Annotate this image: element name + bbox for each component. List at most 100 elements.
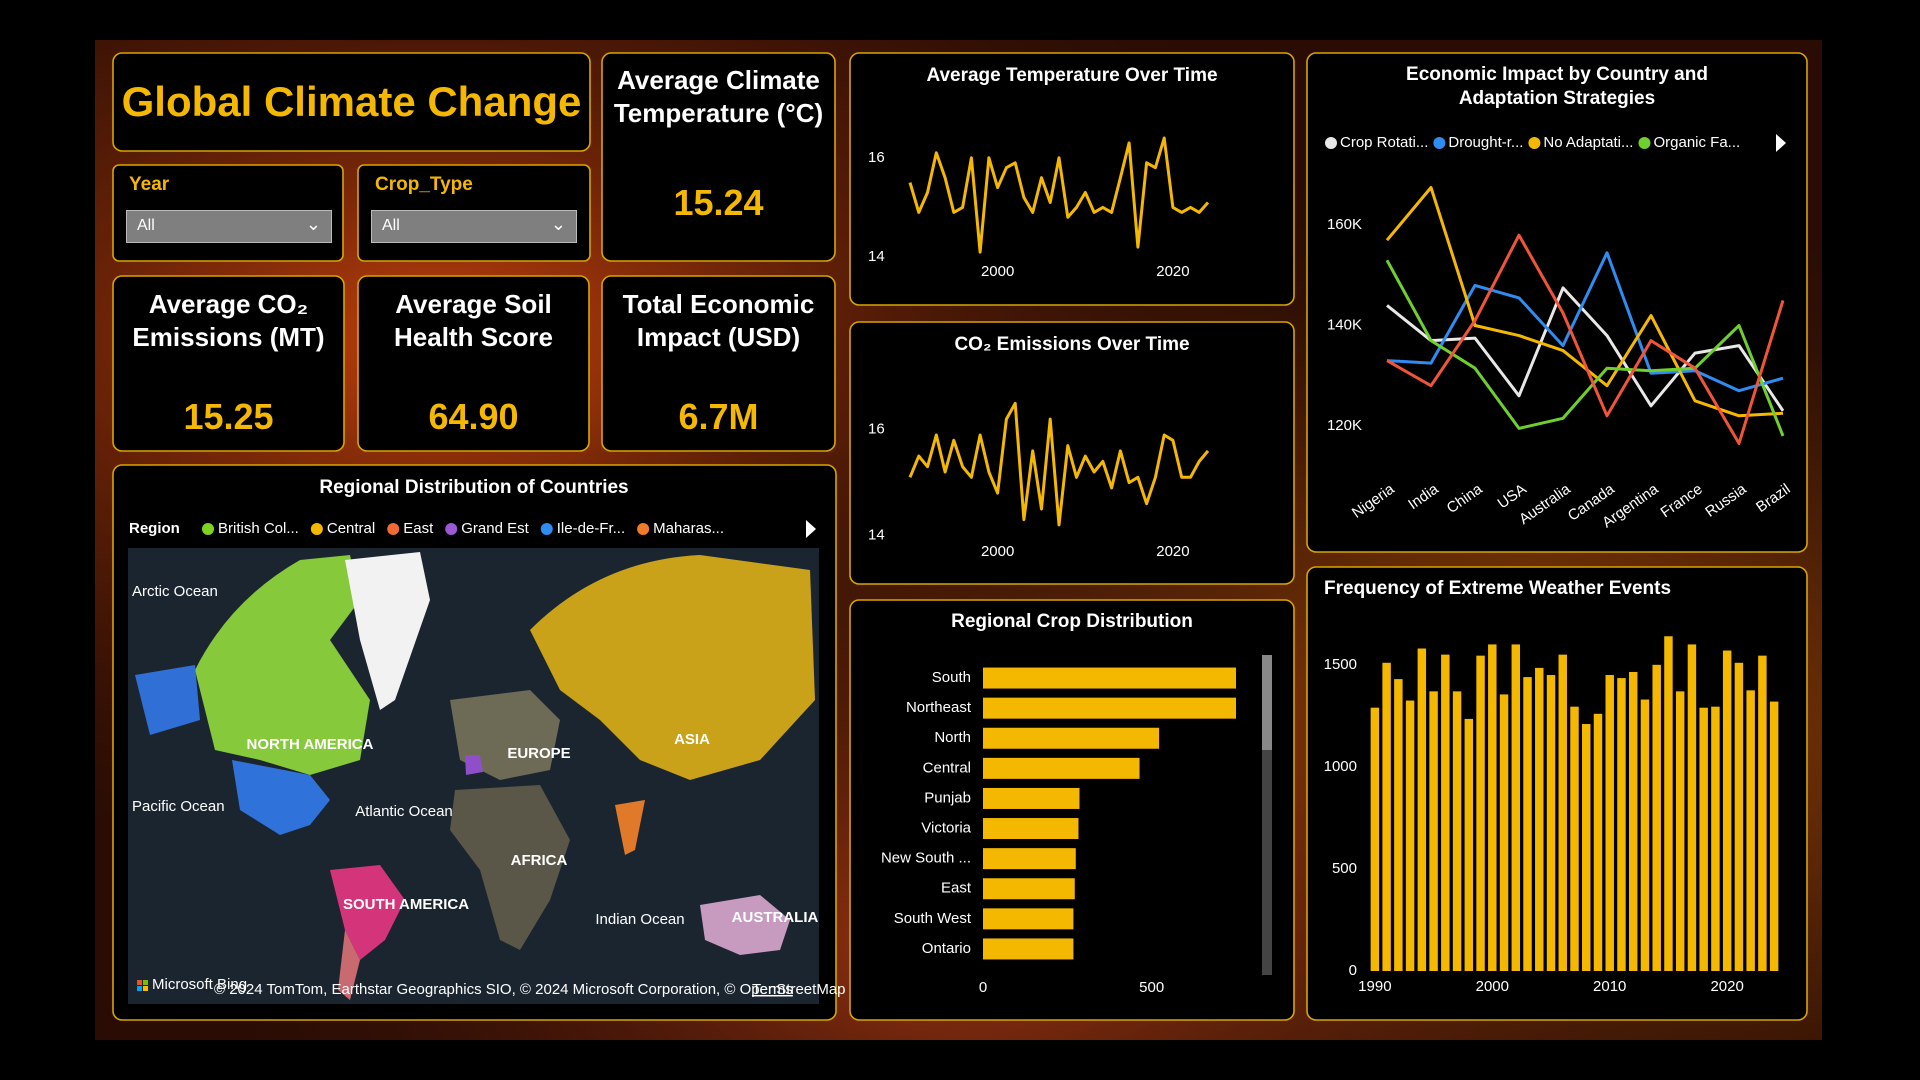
legend-marker xyxy=(1638,137,1651,149)
bar xyxy=(983,697,1237,719)
bar xyxy=(983,908,1074,930)
y-tick-label: South West xyxy=(894,910,972,927)
bar xyxy=(1711,706,1720,971)
map-label: AUSTRALIA xyxy=(732,909,819,926)
scrollbar-thumb[interactable] xyxy=(1262,655,1272,750)
line-series xyxy=(1386,233,1785,445)
y-tick-label: 140K xyxy=(1327,316,1362,333)
bar xyxy=(1687,644,1697,971)
y-tick-label: Northeast xyxy=(906,699,972,716)
chart-panel xyxy=(849,321,1295,585)
bar xyxy=(1617,678,1626,971)
bar xyxy=(983,878,1075,900)
slicer-label: Crop_Type xyxy=(375,174,473,195)
map-region xyxy=(135,665,200,735)
legend-marker xyxy=(1433,137,1446,149)
bar xyxy=(1628,671,1638,971)
legend-label: East xyxy=(403,520,434,537)
card-title: Average CO₂ Emissions (MT) xyxy=(132,289,325,352)
chart-title: CO₂ Emissions Over Time xyxy=(954,334,1189,355)
map-region xyxy=(530,555,815,780)
bar xyxy=(1464,718,1474,971)
bar xyxy=(1476,655,1485,971)
card-title: Average Soil Health Score xyxy=(394,289,553,352)
dropdown[interactable]: All ⌄ xyxy=(371,210,577,243)
legend-marker xyxy=(445,523,458,535)
bar xyxy=(983,818,1079,840)
bar xyxy=(1758,655,1767,971)
dropdown[interactable]: All ⌄ xyxy=(126,210,332,243)
card-panel xyxy=(601,275,836,452)
legend-label: Organic Fa... xyxy=(1653,134,1740,151)
chart-panel xyxy=(849,52,1295,306)
map-label: SOUTH AMERICA xyxy=(343,896,469,913)
y-tick-label: 14 xyxy=(868,526,885,543)
dropdown-value: All xyxy=(137,217,155,234)
y-tick-label: Central xyxy=(923,759,971,776)
dashboard-title: Global Climate Change xyxy=(121,78,582,125)
bar xyxy=(1417,648,1427,971)
chart-panel xyxy=(1306,566,1808,1021)
y-tick-label: New South ... xyxy=(881,850,971,867)
map-title: Regional Distribution of Countries xyxy=(319,477,628,498)
y-tick-label: 16 xyxy=(868,149,885,166)
legend-marker xyxy=(1325,137,1337,149)
y-tick-label: 1500 xyxy=(1324,656,1357,673)
map-region xyxy=(195,555,370,775)
card-value: 64.90 xyxy=(428,396,519,437)
scrollbar-track xyxy=(1262,655,1272,975)
bing-logo xyxy=(137,980,142,985)
legend-label: British Col... xyxy=(218,520,299,537)
card-title: Average Climate Temperature (°C) xyxy=(613,65,824,128)
legend-label: Ile-de-Fr... xyxy=(557,520,625,537)
bar xyxy=(1499,694,1509,971)
bar xyxy=(1605,675,1614,971)
map-label: Indian Ocean xyxy=(595,911,684,928)
y-tick-label: North xyxy=(934,729,971,746)
bar xyxy=(1664,636,1673,971)
legend-marker xyxy=(1528,137,1541,149)
bar xyxy=(983,848,1076,870)
x-tick-label: 1990 xyxy=(1358,978,1391,995)
bar xyxy=(1699,707,1708,971)
y-tick-label: 120K xyxy=(1327,417,1362,434)
legend-label: Maharas... xyxy=(653,520,724,537)
legend-label: Crop Rotati... xyxy=(1340,134,1428,151)
bar xyxy=(1546,675,1556,971)
bar xyxy=(1769,701,1779,971)
legend-marker xyxy=(202,523,214,535)
bar xyxy=(1429,691,1438,971)
y-tick-label: 1000 xyxy=(1324,758,1357,775)
x-tick-label: 500 xyxy=(1139,979,1164,996)
legend-label: No Adaptati... xyxy=(1543,134,1633,151)
legend-marker xyxy=(540,523,553,535)
y-tick-label: 16 xyxy=(868,421,885,438)
map-label: Pacific Ocean xyxy=(132,798,225,815)
legend-label: Grand Est xyxy=(461,520,529,537)
bar xyxy=(983,667,1237,689)
bar xyxy=(1570,706,1579,971)
bing-logo xyxy=(143,980,148,985)
bar xyxy=(1523,677,1532,971)
bar xyxy=(1394,679,1403,971)
map-region xyxy=(232,760,330,835)
legend-next-arrow[interactable] xyxy=(1776,134,1786,152)
x-tick-label: 2000 xyxy=(1476,978,1509,995)
chart-title: Regional Crop Distribution xyxy=(951,611,1193,632)
map-terms-link[interactable]: Terms xyxy=(752,981,793,998)
bar xyxy=(1640,699,1650,971)
x-tick-label: 2000 xyxy=(981,263,1014,280)
bar xyxy=(983,727,1160,749)
bar xyxy=(1652,664,1661,971)
map-area: Arctic Ocean NORTH AMERICA EUROPE ASIA P… xyxy=(128,548,846,1004)
bar xyxy=(1558,654,1567,971)
bar xyxy=(983,787,1080,809)
y-tick-label: East xyxy=(941,880,972,897)
chart-title: Average Temperature Over Time xyxy=(926,65,1217,86)
bar xyxy=(1405,700,1415,971)
line-series xyxy=(908,136,1210,254)
card-value: 15.25 xyxy=(183,396,274,437)
legend-next-arrow[interactable] xyxy=(806,520,816,538)
line-series xyxy=(1386,286,1785,412)
